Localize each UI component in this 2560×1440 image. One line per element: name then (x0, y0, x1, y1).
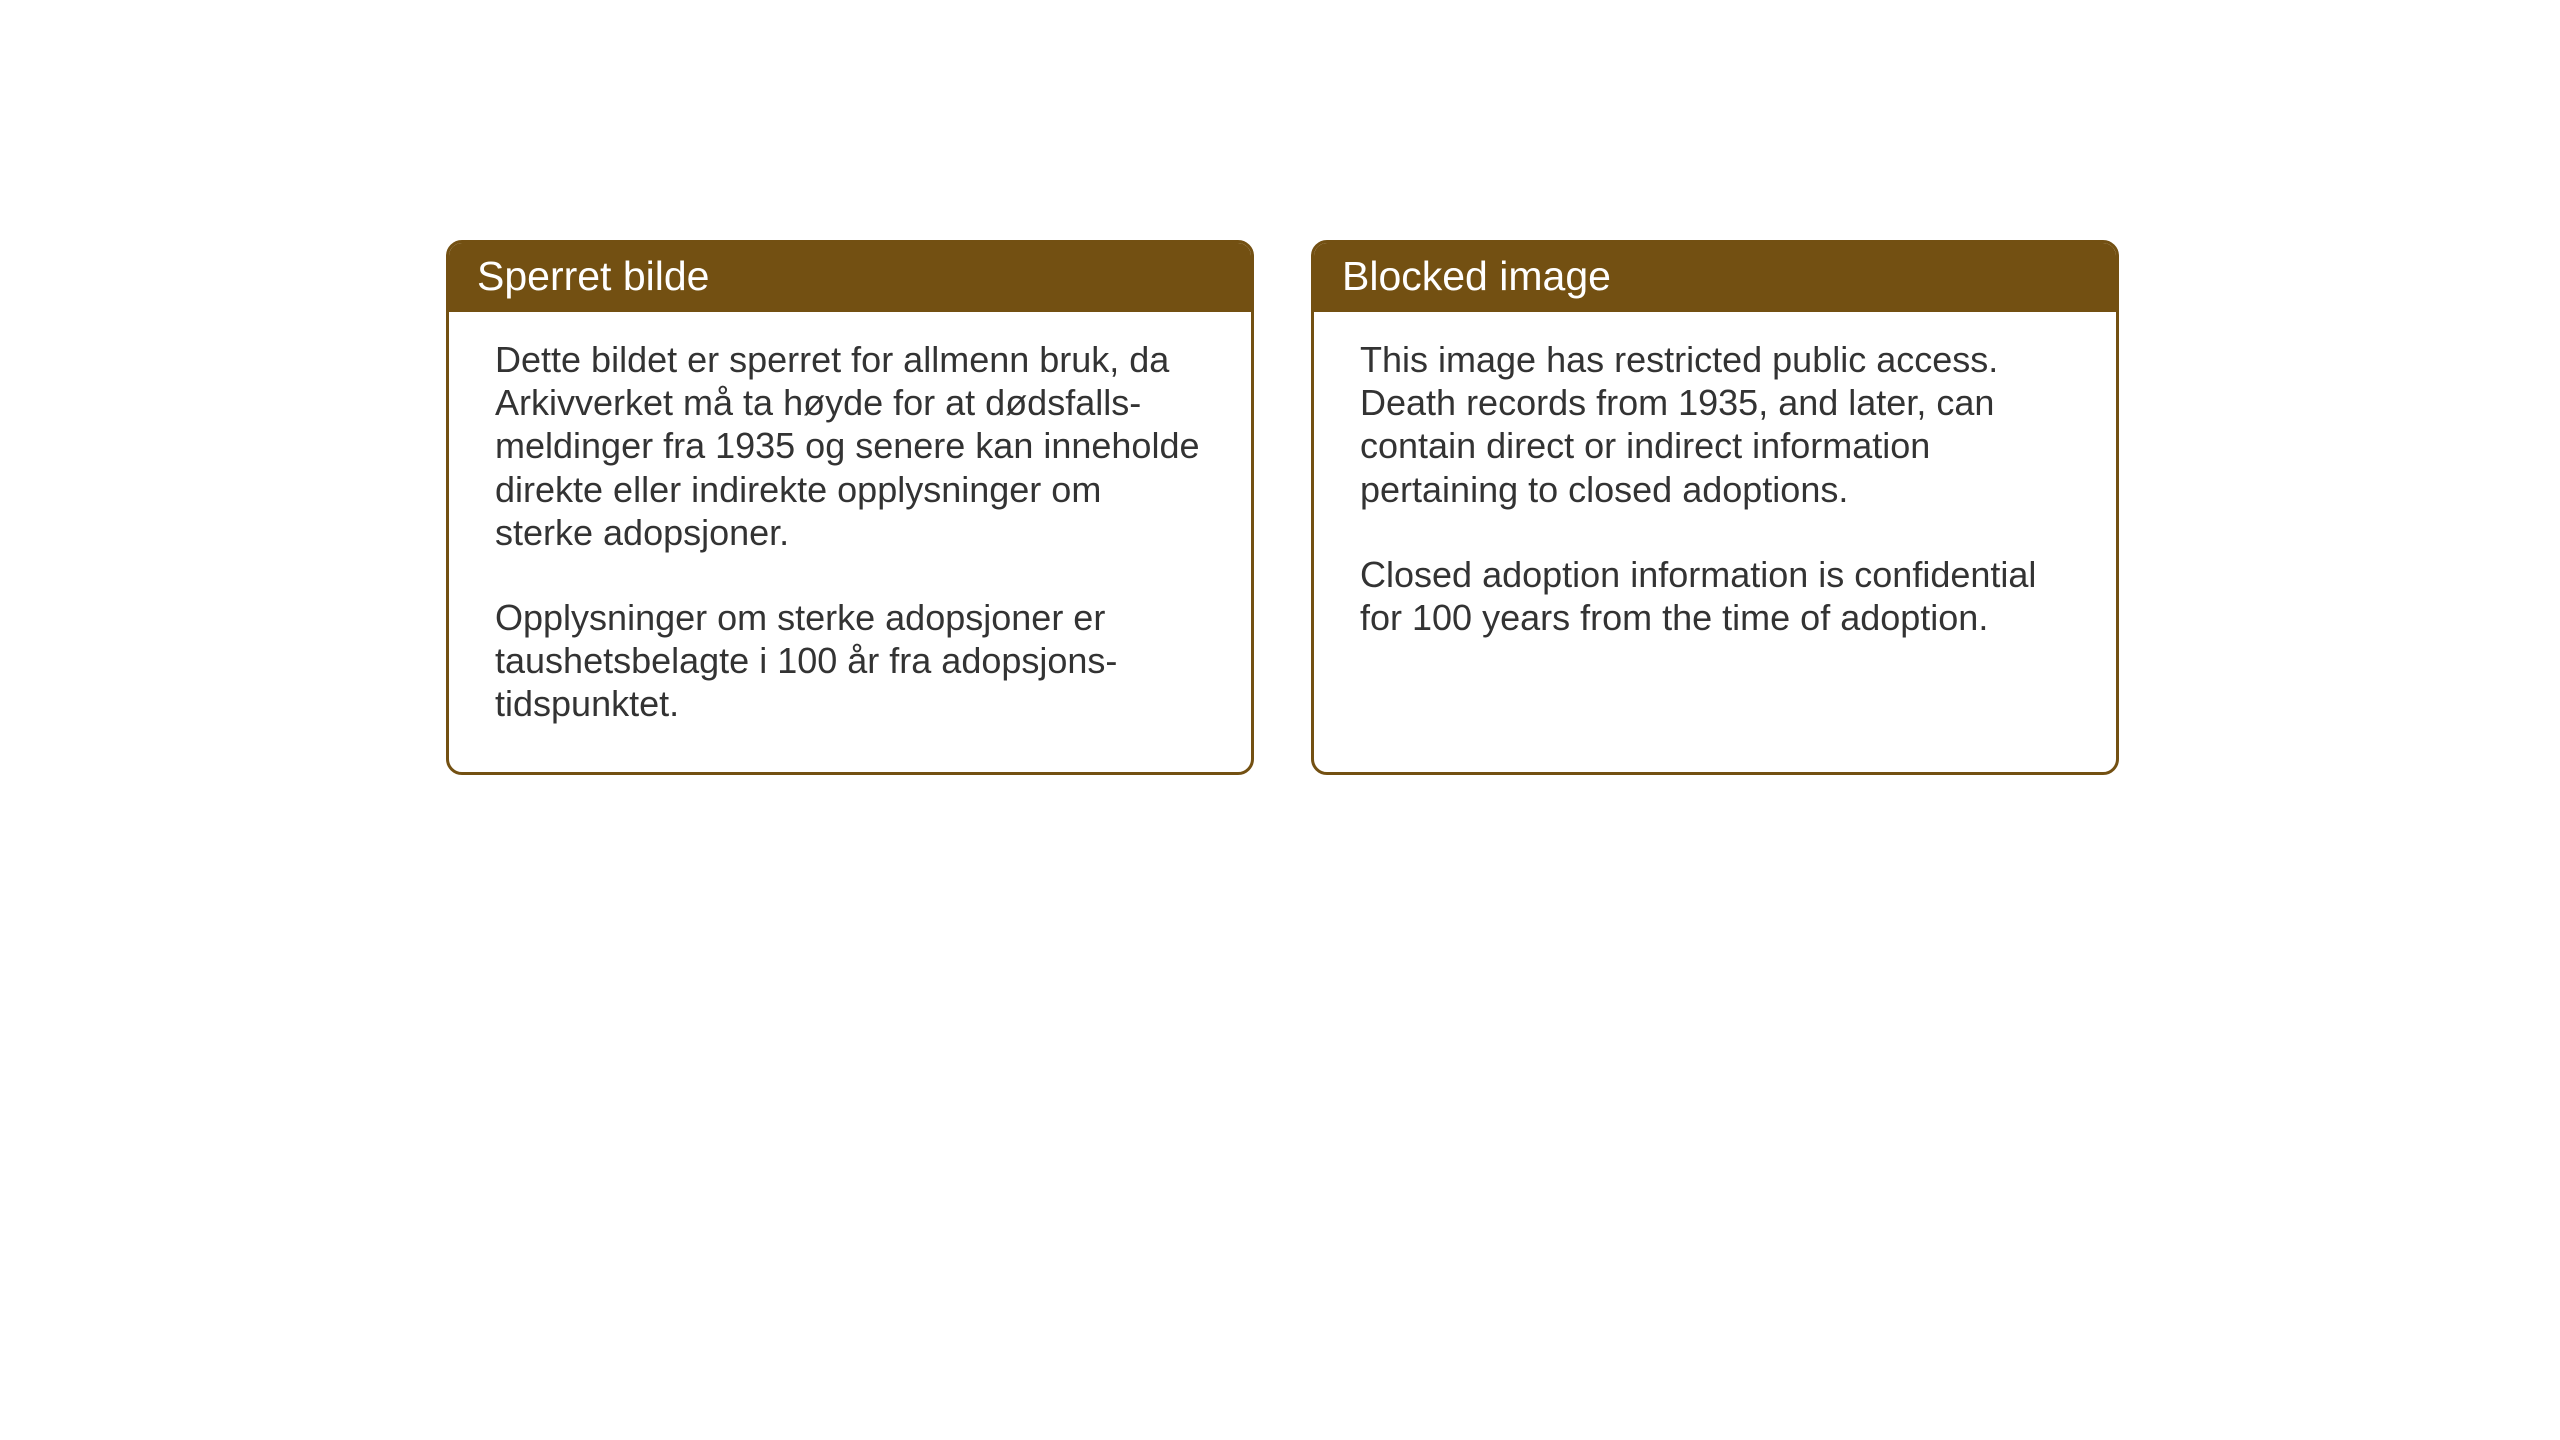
notice-cards-container: Sperret bilde Dette bildet er sperret fo… (446, 240, 2119, 775)
card-paragraph-1-norwegian: Dette bildet er sperret for allmenn bruk… (495, 338, 1205, 554)
notice-card-norwegian: Sperret bilde Dette bildet er sperret fo… (446, 240, 1254, 775)
card-title-norwegian: Sperret bilde (477, 253, 1223, 300)
notice-card-english: Blocked image This image has restricted … (1311, 240, 2119, 775)
card-body-norwegian: Dette bildet er sperret for allmenn bruk… (449, 312, 1251, 772)
card-paragraph-2-norwegian: Opplysninger om sterke adopsjoner er tau… (495, 596, 1205, 726)
card-body-english: This image has restricted public access.… (1314, 312, 2116, 742)
card-paragraph-1-english: This image has restricted public access.… (1360, 338, 2070, 511)
card-header-english: Blocked image (1314, 243, 2116, 312)
card-header-norwegian: Sperret bilde (449, 243, 1251, 312)
card-paragraph-2-english: Closed adoption information is confident… (1360, 553, 2070, 639)
card-title-english: Blocked image (1342, 253, 2088, 300)
